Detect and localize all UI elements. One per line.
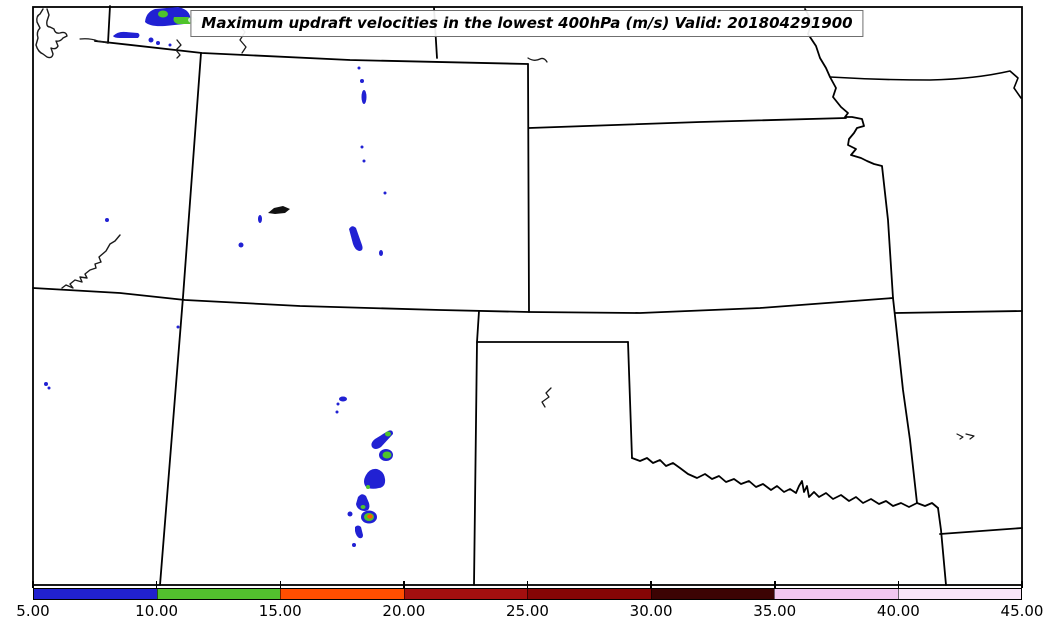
border-colorado-west-nm-az-109w	[159, 52, 202, 586]
storm-nm-big	[364, 468, 386, 489]
border-red-river-ok-tx	[631, 457, 939, 509]
border-platte-missouri-arc	[829, 70, 1022, 99]
storm-nm-dot-west-2	[47, 386, 51, 390]
storm-co-dot-3	[360, 145, 364, 149]
colorbar-label-2: 15.00	[258, 602, 302, 620]
colorado-lake-sliver	[268, 206, 290, 214]
colorbar-label-0: 5.00	[16, 602, 50, 620]
flaming-gorge-river	[175, 39, 182, 59]
storm-nm-blob-1-green	[382, 451, 392, 459]
border-oklahoma-panhandle-nm-texas-103w	[473, 310, 480, 586]
colorbar-segment-6	[774, 589, 898, 599]
storm-nm-dot-line	[176, 325, 180, 329]
colorbar-label-6: 35.00	[753, 602, 797, 620]
border-missouri-river-ne-ks-east	[804, 8, 918, 504]
border-texas-oklahoma-100w	[627, 341, 633, 459]
colorbar-tick-8	[1021, 581, 1023, 588]
canadian-river	[541, 387, 552, 408]
colorbar-segment-5	[650, 589, 774, 599]
colorbar-segment-1	[156, 589, 280, 599]
border-ar-tx-south-branch	[939, 527, 1023, 535]
storm-ut-dot	[105, 218, 109, 222]
storm-nm-big-green	[366, 485, 370, 489]
south-platte-river	[527, 57, 548, 63]
storm-nm-dot-4	[352, 543, 356, 547]
storm-nm-streak-green	[385, 431, 391, 437]
storm-nm-dash-top	[339, 396, 347, 402]
border-utah-wyoming-41n-colorado-north	[94, 40, 529, 65]
colorbar-segment-2	[280, 589, 404, 599]
border-ok-arkansas	[937, 507, 947, 586]
great-salt-lake-outline	[35, 8, 68, 59]
colorbar-label-8: 45.00	[1000, 602, 1044, 620]
colorbar-tick-7	[897, 581, 900, 588]
storm-nm-tadpole	[355, 525, 363, 539]
storm-co-dot-6	[379, 250, 383, 256]
storm-wy-green-1	[158, 10, 168, 18]
storm-nm-dot-west	[44, 382, 48, 386]
colorbar-tick-6	[774, 581, 776, 588]
storm-co-dash-1	[361, 90, 367, 104]
storm-nm-dot-3	[347, 511, 353, 517]
border-37n-line	[32, 287, 894, 314]
storm-wy-dot-1	[148, 37, 154, 43]
storm-co-dot-2	[360, 79, 364, 83]
storm-nm-dot-2	[335, 410, 339, 414]
storm-co-dot-4	[362, 159, 366, 163]
arkansas-river-scribble-1	[956, 433, 964, 440]
storm-wy-green-2	[173, 17, 192, 24]
storm-wy-dot-3	[168, 43, 172, 47]
colorbar	[33, 588, 1022, 600]
plot-title: Maximum updraft velocities in the lowest…	[190, 10, 864, 37]
border-nebraska-kansas-40n	[528, 117, 847, 129]
storm-co-streak	[349, 226, 363, 251]
storm-wy-dot-2	[156, 41, 160, 45]
storm-nm-hook-green	[360, 505, 366, 509]
colorbar-tick-3	[403, 581, 405, 588]
storm-wy-streak	[113, 31, 140, 38]
storm-nm-hook	[356, 494, 370, 511]
colorbar-tick-4	[526, 581, 529, 588]
arkansas-river-scribble-2	[965, 433, 975, 440]
colorbar-tick-2	[279, 581, 281, 588]
storm-co-dot-1	[357, 66, 361, 70]
storm-co-dash-2	[258, 215, 262, 223]
colorbar-segment-3	[403, 589, 527, 599]
storm-nm-dot-1	[336, 402, 340, 406]
colorbar-segment-7	[897, 589, 1021, 599]
border-missouri-arkansas-365n	[894, 310, 1023, 314]
colorbar-tick-1	[155, 581, 158, 588]
colorbar-segment-4	[527, 589, 651, 599]
colorbar-tick-0	[32, 581, 34, 588]
colorbar-label-3: 20.00	[382, 602, 426, 620]
colorbar-label-1: 10.00	[135, 602, 179, 620]
colorbar-segment-0	[34, 589, 157, 599]
storm-nm-core-orange	[367, 514, 373, 519]
storm-co-dot-5	[383, 191, 387, 195]
border-colorado-kansas-102w	[527, 63, 530, 313]
border-utah-wyoming-111w	[107, 5, 111, 44]
lake-powell	[61, 234, 121, 289]
colorbar-tick-5	[650, 581, 652, 588]
colorbar-label-5: 30.00	[629, 602, 673, 620]
bear-river	[79, 38, 109, 44]
colorbar-label-7: 40.00	[876, 602, 920, 620]
colorbar-label-4: 25.00	[506, 602, 549, 620]
storm-co-dot-7	[238, 242, 244, 248]
